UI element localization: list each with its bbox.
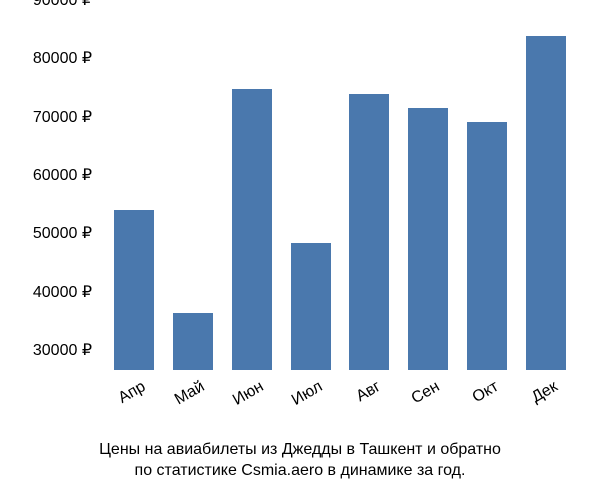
y-tick-label: 90000 ₽ (33, 0, 92, 10)
caption-line-1: Цены на авиабилеты из Джедды в Ташкент и… (20, 439, 580, 461)
price-chart: 30000 ₽ 40000 ₽ 50000 ₽ 60000 ₽ 70000 ₽ 80000… (0, 0, 600, 500)
x-tick-label: Май (172, 378, 208, 409)
y-axis-ticks: 30000 ₽ 40000 ₽ 50000 ₽ 60000 ₽ 70000 ₽ 80000… (0, 20, 100, 370)
bar-slot (223, 20, 282, 370)
bar (232, 89, 272, 370)
bar-slot (399, 20, 458, 370)
bars-container (105, 20, 575, 370)
x-tick-label: Сен (409, 378, 443, 408)
caption-line-2: по статистике Csmia.aero в динамике за г… (20, 460, 580, 482)
bar (173, 313, 213, 370)
y-tick-label: 40000 ₽ (33, 282, 92, 302)
bar-slot (164, 20, 223, 370)
y-tick-label: 70000 ₽ (33, 107, 92, 127)
y-tick-label: 50000 ₽ (33, 223, 92, 243)
x-tick-label: Июн (230, 378, 267, 410)
chart-caption: Цены на авиабилеты из Джедды в Ташкент и… (0, 439, 600, 482)
bar-slot (340, 20, 399, 370)
bar (408, 108, 448, 371)
bar (349, 94, 389, 370)
x-axis-labels: Апр Май Июн Июл Авг Сен Окт Дек (105, 378, 575, 428)
bar-slot (458, 20, 517, 370)
x-tick-label: Июл (288, 378, 325, 410)
y-tick-label: 30000 ₽ (33, 340, 92, 360)
bar (291, 243, 331, 370)
x-tick-label: Окт (470, 378, 502, 407)
bar (467, 122, 507, 370)
x-tick-label: Авг (354, 378, 385, 406)
bar (526, 36, 566, 370)
plot-area (105, 20, 575, 370)
bar-slot (105, 20, 164, 370)
bar-slot (281, 20, 340, 370)
y-tick-label: 80000 ₽ (33, 48, 92, 68)
y-tick-label: 60000 ₽ (33, 165, 92, 185)
bar (114, 210, 154, 370)
bar-slot (516, 20, 575, 370)
x-tick-label: Дек (528, 378, 560, 407)
x-tick-label: Апр (116, 378, 149, 408)
